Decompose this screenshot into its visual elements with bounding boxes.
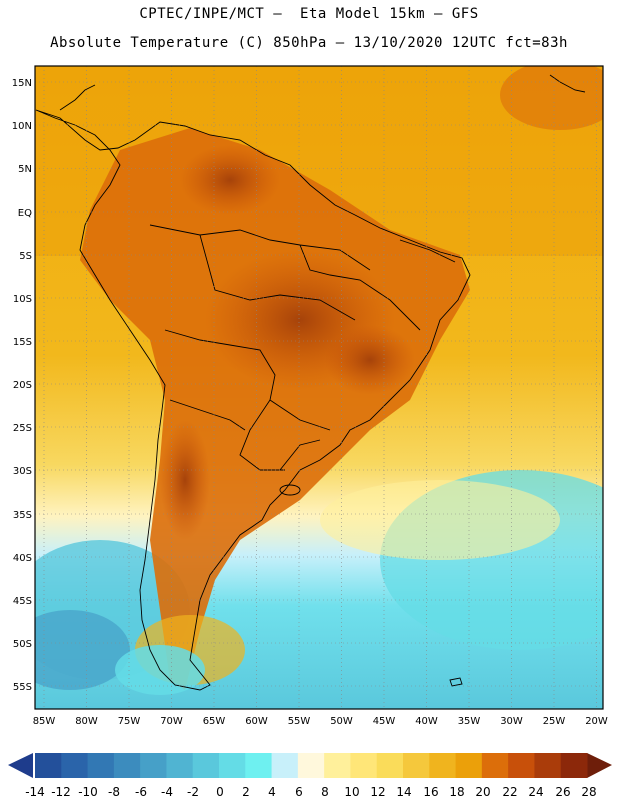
lon-label: 50W (330, 716, 353, 727)
colorbar-swatch (87, 753, 115, 778)
colorbar-swatch (350, 753, 378, 778)
colorbar-swatch (140, 753, 167, 778)
colorbar-label: -12 (51, 785, 71, 799)
colorbar-swatch (271, 753, 299, 778)
colorbar-label: 12 (370, 785, 385, 799)
colorbar-swatch (35, 753, 62, 778)
colorbar-label: 14 (396, 785, 411, 799)
chart-title: CPTEC/INPE/MCT – Eta Model 15km – GFS (139, 6, 479, 22)
colorbar-swatch (324, 753, 351, 778)
colorbar-label: 8 (321, 785, 329, 799)
lon-label: 60W (245, 716, 268, 727)
colorbar: -14 -12 -10 -8 -6 -4 -2 0 2 4 6 8 10 12 … (8, 753, 612, 799)
colorbar-label: -6 (135, 785, 147, 799)
lat-label: 15S (13, 337, 32, 348)
lat-label: 55S (13, 682, 32, 693)
lat-label: 35S (13, 510, 32, 521)
lon-label: 85W (33, 716, 56, 727)
lon-label: 20W (585, 716, 608, 727)
colorbar-label: 0 (216, 785, 224, 799)
colorbar-swatch (297, 753, 325, 778)
colorbar-swatch (429, 753, 457, 778)
lat-label: 5S (19, 251, 32, 262)
colorbar-label: 28 (581, 785, 596, 799)
colorbar-swatch (403, 753, 430, 778)
lat-label: 5N (18, 164, 32, 175)
colorbar-label: -14 (25, 785, 45, 799)
lat-label: 15N (12, 78, 32, 89)
colorbar-label: 16 (423, 785, 438, 799)
chart-subtitle: Absolute Temperature (C) 850hPa – 13/10/… (50, 35, 568, 51)
colorbar-label: -8 (108, 785, 120, 799)
colorbar-label: 18 (449, 785, 464, 799)
colorbar-label: 22 (502, 785, 517, 799)
graticule (35, 66, 603, 709)
lat-label: 10N (12, 121, 32, 132)
temperature-field (35, 66, 603, 709)
colorbar-swatch (508, 753, 535, 778)
longitude-axis: 85W 80W 75W 70W 65W 60W 55W 50W 45W 40W … (33, 716, 608, 727)
lon-label: 75W (118, 716, 141, 727)
lon-label: 25W (543, 716, 566, 727)
colorbar-swatch (481, 753, 509, 778)
lat-label: 25S (13, 423, 32, 434)
colorbar-label: 24 (528, 785, 543, 799)
colorbar-label: 6 (295, 785, 303, 799)
colorbar-swatch (455, 753, 483, 778)
lon-label: 30W (500, 716, 523, 727)
colorbar-swatch (166, 753, 194, 778)
lon-label: 45W (373, 716, 396, 727)
colorbar-label: 2 (242, 785, 250, 799)
colorbar-label: -4 (161, 785, 173, 799)
lon-label: 40W (415, 716, 438, 727)
lat-label: EQ (18, 208, 32, 219)
colorbar-label: 4 (268, 785, 276, 799)
colorbar-label: -10 (78, 785, 98, 799)
coastlines (35, 74, 586, 691)
colorbar-swatch (560, 753, 588, 778)
lat-label: 45S (13, 596, 32, 607)
colorbar-min-arrow (8, 753, 33, 778)
lon-label: 55W (288, 716, 311, 727)
lon-label: 35W (458, 716, 481, 727)
latitude-axis: 15N 10N 5N EQ 5S 10S 15S 20S 25S 30S 35S… (12, 78, 32, 693)
lat-label: 50S (13, 639, 32, 650)
colorbar-label: 10 (344, 785, 359, 799)
colorbar-swatch (61, 753, 89, 778)
colorbar-swatch (219, 753, 246, 778)
colorbar-swatch (113, 753, 141, 778)
colorbar-label: 26 (555, 785, 570, 799)
lat-label: 40S (13, 553, 32, 564)
colorbar-swatch (192, 753, 220, 778)
colorbar-max-arrow (587, 753, 612, 778)
colorbar-swatch (534, 753, 562, 778)
lat-label: 30S (13, 466, 32, 477)
colorbar-label: -2 (187, 785, 199, 799)
lon-label: 80W (75, 716, 98, 727)
colorbar-swatch (376, 753, 404, 778)
map-frame (34, 65, 604, 710)
lon-label: 70W (160, 716, 183, 727)
lat-label: 10S (13, 294, 32, 305)
lat-label: 20S (13, 380, 32, 391)
colorbar-swatch (245, 753, 273, 778)
colorbar-label: 20 (475, 785, 490, 799)
lon-label: 65W (203, 716, 226, 727)
